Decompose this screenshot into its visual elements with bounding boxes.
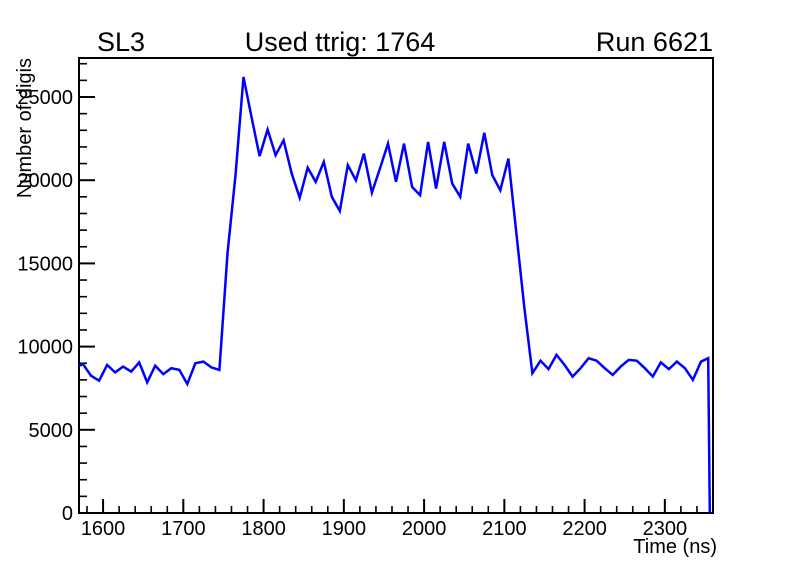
x-tick-label: 1800 [241,518,286,540]
chamber-title: SL3 [97,27,146,57]
y-tick-label: 5000 [29,420,74,442]
x-tick-label: 2300 [643,518,688,540]
plot-frame [78,57,714,514]
x-tick-label: 1600 [81,518,126,540]
x-axis-title: Time (ns) [633,536,717,558]
y-tick-label: 10000 [17,337,73,359]
x-tick-label: 1700 [161,518,206,540]
y-tick-label: 15000 [17,253,73,275]
y-tick-label: 20000 [17,170,73,192]
x-tick-label: 2000 [402,518,447,540]
axis-ticks [79,62,698,514]
y-axis-title: Number of digis [14,58,36,198]
y-tick-label: 25000 [17,87,73,109]
axis-tick-labels: 0 5000 10000 15000 20000 25000 1600 1700 1800 190… [17,87,687,540]
run-number-title: Run 6621 [595,27,713,57]
y-tick-label: 0 [62,503,73,525]
data-line [78,76,712,514]
x-tick-label: 2200 [562,518,607,540]
x-tick-label: 1900 [322,518,367,540]
ttrig-title: Used ttrig: 1764 [244,27,436,57]
x-tick-label: 2100 [482,518,527,540]
